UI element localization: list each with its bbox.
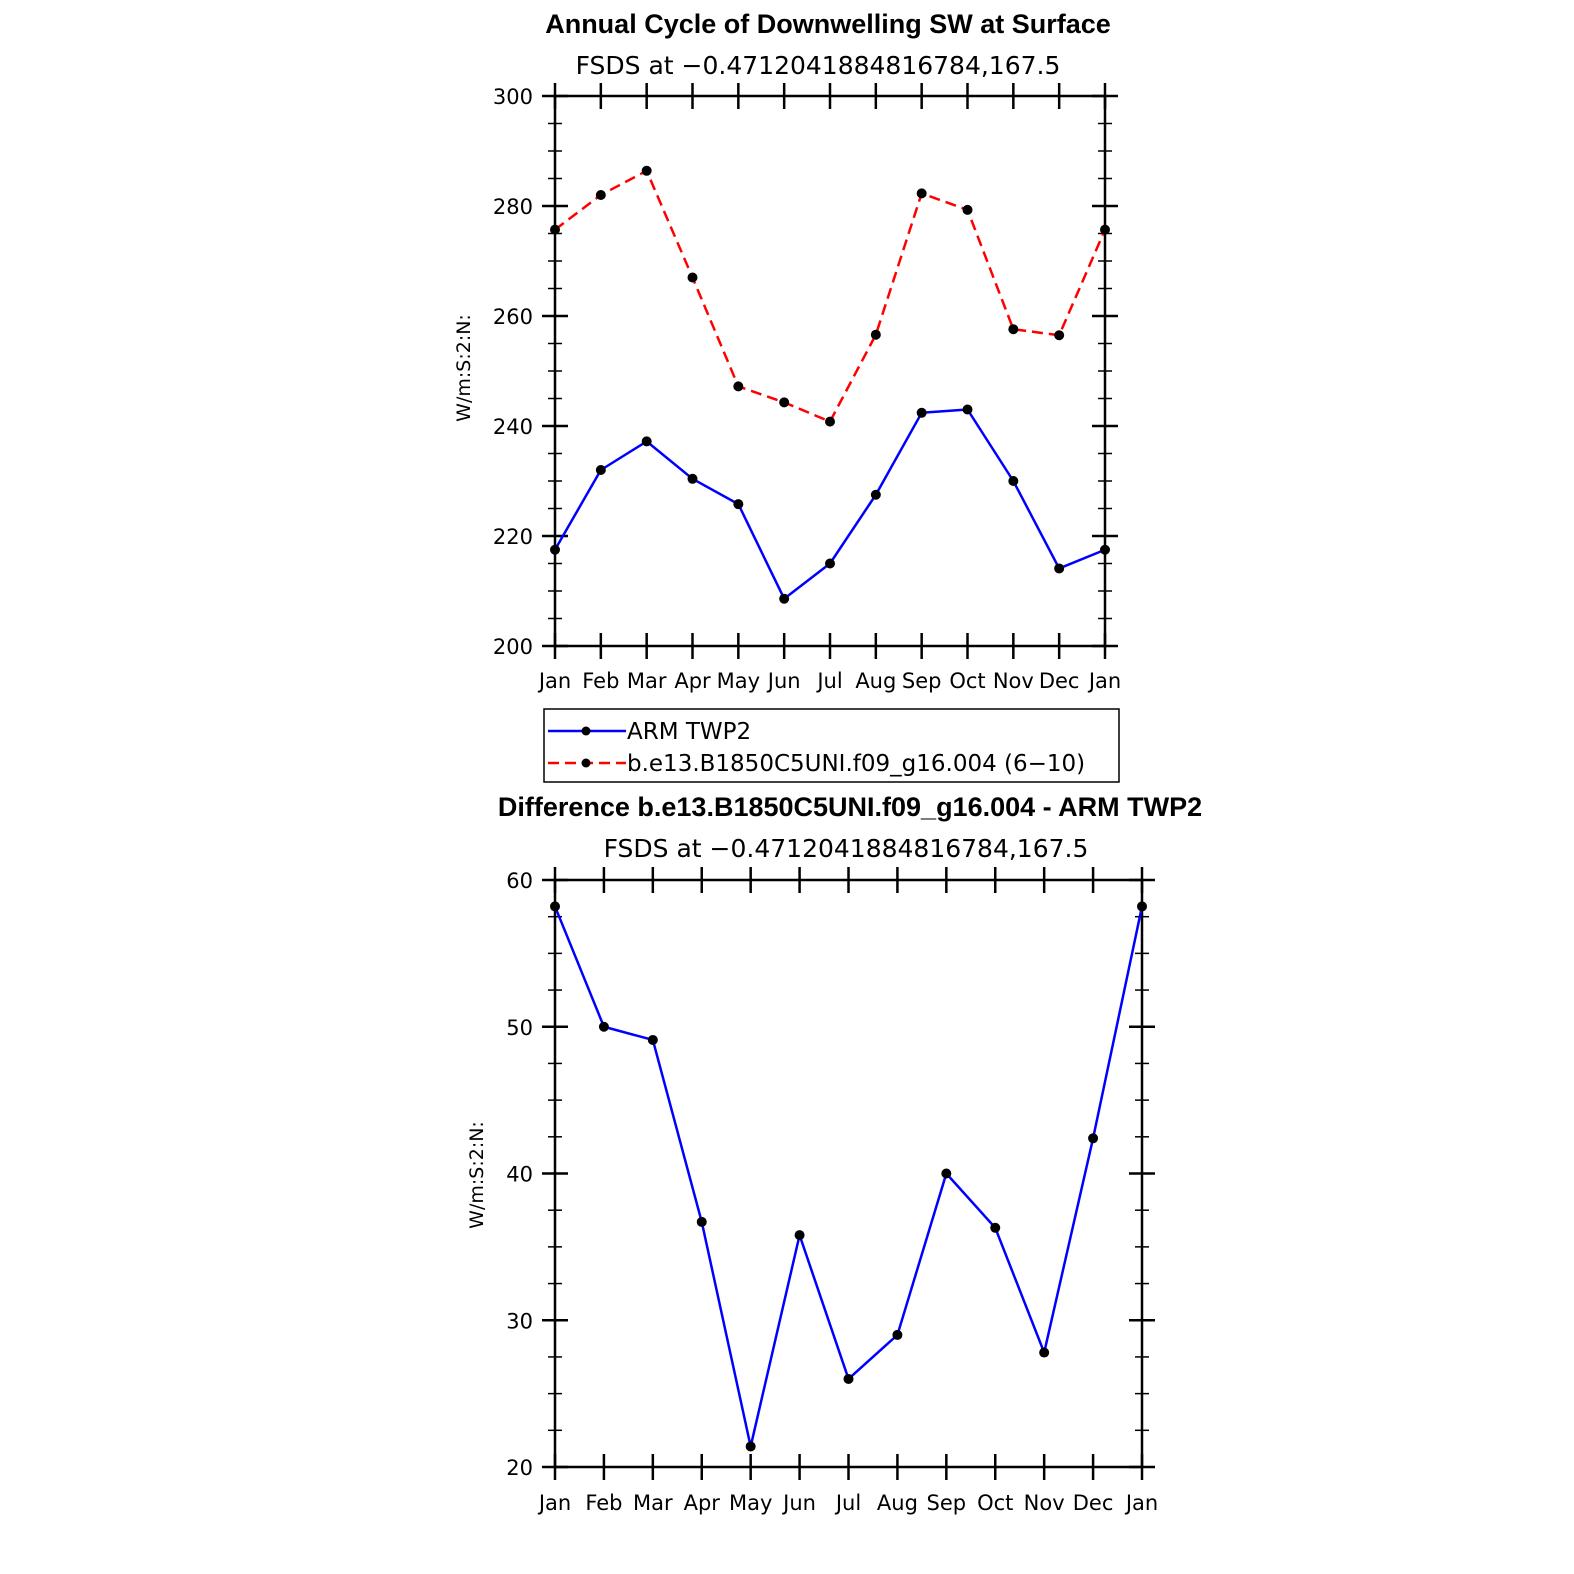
x-tick-label: May: [729, 1491, 772, 1515]
x-tick-label: Dec: [1073, 1491, 1114, 1515]
x-tick-label: Jan: [537, 669, 571, 693]
y-tick-label: 20: [506, 1456, 533, 1480]
annual-cycle-panel: Annual Cycle of Downwelling SW at Surfac…: [453, 9, 1121, 783]
data-point: [870, 489, 881, 500]
x-tick-label: Mar: [633, 1491, 673, 1515]
data-point: [595, 465, 606, 475]
x-tick-label: Jul: [834, 1491, 861, 1515]
data-point: [892, 1329, 903, 1340]
y-tick-label: 60: [506, 869, 533, 893]
y-tick-label: 220: [493, 525, 533, 549]
data-point: [779, 593, 790, 604]
data-point: [941, 1168, 952, 1179]
y-tick-label: 200: [493, 635, 533, 659]
data-point: [825, 558, 835, 569]
x-tick-label: Jun: [766, 669, 801, 693]
x-tick-label: Jun: [781, 1491, 816, 1515]
y-tick-label: 50: [506, 1016, 533, 1040]
data-point: [870, 329, 881, 340]
data-point: [1100, 224, 1110, 235]
data-point: [1100, 544, 1110, 555]
data-point: [1008, 324, 1019, 335]
data-point: [962, 404, 973, 415]
data-point: [916, 188, 927, 199]
x-tick-label: Dec: [1039, 669, 1080, 693]
data-point: [647, 1034, 658, 1045]
data-point: [794, 1230, 805, 1241]
data-point: [598, 1021, 609, 1032]
chart-subtitle: FSDS at −0.4712041884816784,167.5: [576, 51, 1061, 80]
legend-box: [543, 708, 1120, 783]
x-tick-label: Nov: [993, 669, 1034, 693]
legend-marker-arm: [581, 726, 591, 736]
x-tick-label: Aug: [855, 669, 896, 693]
x-tick-label: Nov: [1024, 1491, 1065, 1515]
y-axis-title: W/m:S:2:N:: [466, 1121, 488, 1229]
legend-marker-model: [581, 758, 591, 768]
data-point: [696, 1216, 707, 1227]
x-tick-label: Mar: [627, 669, 667, 693]
data-point: [641, 165, 652, 176]
y-tick-label: 240: [493, 415, 533, 439]
data-point: [550, 901, 560, 912]
y-tick-label: 280: [493, 195, 533, 219]
plot-area: 20 30 40 50 60 Jan Feb Mar Apr May Jun Jul Aug Sep Oct…: [506, 867, 1158, 1515]
chart-title: Difference b.e13.B1850C5UNI.f09_g16.004 …: [498, 792, 1202, 822]
x-tick-label: Oct: [977, 1491, 1013, 1515]
y-tick-label: 30: [506, 1309, 533, 1333]
legend-label-model: b.e13.B1850C5UNI.f09_g16.004 (6−10): [627, 751, 1085, 777]
chart-subtitle: FSDS at −0.4712041884816784,167.5: [604, 834, 1089, 863]
data-point: [1054, 563, 1065, 574]
y-axis-title-wrap: W/m:S:2:N:: [453, 314, 475, 422]
x-tick-label: Apr: [674, 669, 711, 693]
chart-title: Annual Cycle of Downwelling SW at Surfac…: [545, 9, 1111, 39]
y-axis-title: W/m:S:2:N:: [453, 314, 475, 422]
data-point: [733, 381, 744, 392]
data-point: [687, 272, 698, 283]
y-tick-label: 40: [506, 1163, 533, 1187]
x-tick-label: May: [717, 669, 760, 693]
data-point: [1088, 1133, 1099, 1144]
y-axis-title-wrap: W/m:S:2:N:: [466, 1121, 488, 1229]
data-point: [641, 436, 652, 447]
plot-area: 200 220 240 260 280 300 Jan Feb Mar Apr May Jun Jul A…: [493, 83, 1121, 693]
legend-label-arm: ARM TWP2: [627, 719, 751, 745]
data-point: [843, 1373, 854, 1384]
x-tick-label: Jan: [1087, 669, 1121, 693]
x-tick-label: Jan: [537, 1491, 571, 1515]
data-point: [550, 224, 560, 235]
x-tick-label: Sep: [927, 1491, 967, 1515]
data-point: [1137, 901, 1147, 912]
x-tick-label: Feb: [582, 669, 619, 693]
data-point: [779, 397, 790, 408]
data-point: [916, 407, 927, 418]
series-line-1: [554, 169, 1107, 423]
x-tick-label: Jul: [815, 669, 842, 693]
data-point: [1054, 330, 1065, 341]
data-point: [1008, 476, 1019, 486]
x-tick-label: Aug: [877, 1491, 918, 1515]
x-tick-label: Jan: [1124, 1491, 1158, 1515]
data-point: [962, 204, 973, 215]
data-point: [687, 473, 698, 484]
legend: ARM TWP2 b.e13.B1850C5UNI.f09_g16.004 (6…: [543, 708, 1120, 783]
difference-panel: Difference b.e13.B1850C5UNI.f09_g16.004 …: [466, 792, 1202, 1515]
series-line-0: [553, 905, 1144, 1448]
data-point: [825, 416, 835, 427]
data-point: [595, 190, 606, 200]
x-tick-label: Apr: [684, 1491, 721, 1515]
x-tick-label: Sep: [902, 669, 942, 693]
y-tick-label: 260: [493, 305, 533, 329]
x-tick-label: Oct: [949, 669, 985, 693]
data-point: [1039, 1347, 1050, 1358]
x-tick-label: Feb: [585, 1491, 622, 1515]
y-tick-label: 300: [493, 85, 533, 109]
data-point: [550, 544, 560, 555]
data-point: [733, 499, 744, 510]
data-point: [990, 1222, 1001, 1233]
data-point: [745, 1441, 756, 1452]
series-line-0: [553, 408, 1106, 600]
